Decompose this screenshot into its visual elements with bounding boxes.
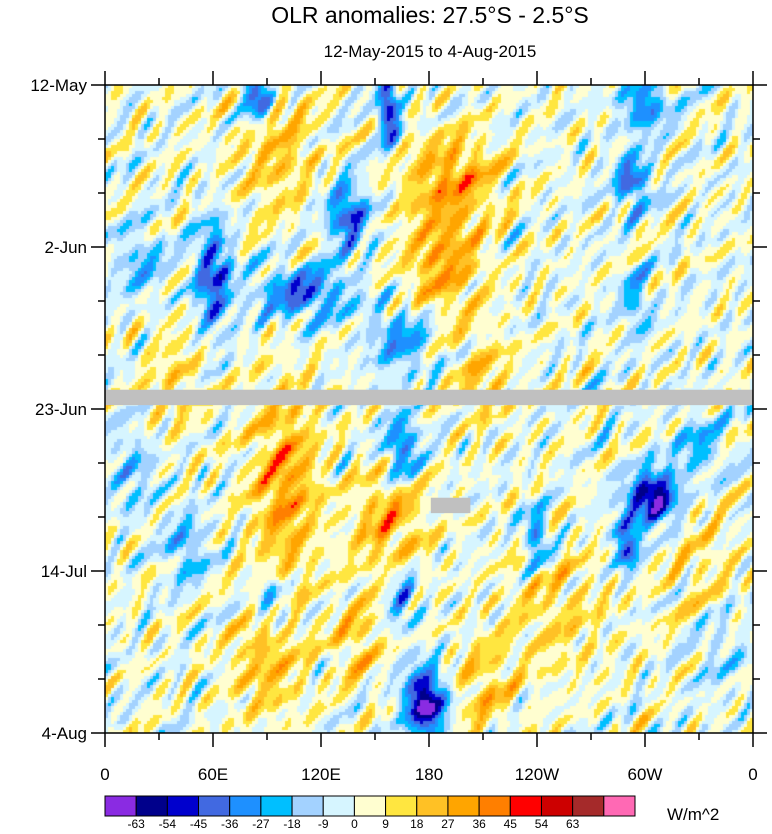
chart-subtitle: 12-May-2015 to 4-Aug-2015 <box>324 42 537 61</box>
colorbar-label: -54 <box>159 817 177 831</box>
colorbar-label: 18 <box>410 817 424 831</box>
colorbar-label: 63 <box>566 817 580 831</box>
colorbar-swatch <box>603 795 636 817</box>
colorbar-label: 45 <box>504 817 518 831</box>
colorbar-label: -63 <box>128 817 146 831</box>
missing-data-band <box>105 389 753 406</box>
y-axis: 12-May 2-Jun 23-Jun 14-Jul 4-Aug <box>30 76 767 743</box>
colorbar-swatch <box>198 795 231 817</box>
colorbar-swatch <box>104 795 137 817</box>
colorbar-swatch <box>509 795 542 817</box>
colorbar-units: W/m^2 <box>667 805 719 824</box>
y-tick-label: 4-Aug <box>42 724 87 743</box>
colorbar-label: 0 <box>351 817 358 831</box>
colorbar-swatch <box>260 795 293 817</box>
x-tick-label: 0 <box>748 765 757 784</box>
x-tick-label: 120W <box>515 765 559 784</box>
colorbar-swatch <box>416 795 449 817</box>
colorbar-label: -9 <box>318 817 329 831</box>
plot-area <box>104 84 754 734</box>
colorbar-label: -27 <box>252 817 270 831</box>
colorbar-swatch <box>385 795 418 817</box>
colorbar-swatch <box>166 795 200 817</box>
x-tick-label: 60W <box>628 765 663 784</box>
y-tick-label: 14-Jul <box>41 562 87 581</box>
colorbar-label: -18 <box>283 817 301 831</box>
missing-data-band <box>430 497 471 514</box>
colorbar-swatch <box>447 795 480 817</box>
x-tick-label: 120E <box>301 765 341 784</box>
y-tick-label: 2-Jun <box>44 238 87 257</box>
colorbar-swatch <box>353 795 387 817</box>
colorbar-label: 9 <box>382 817 389 831</box>
colorbar-swatch <box>291 795 324 817</box>
colorbar: -63 -54 -45 -36 -27 -18 -9 0 9 18 27 36 45 54 63 <box>104 795 636 831</box>
x-tick-label: 60E <box>198 765 228 784</box>
y-tick-label: 12-May <box>30 76 87 95</box>
colorbar-swatch <box>322 795 355 817</box>
missing-data-layer <box>105 389 753 514</box>
colorbar-swatch <box>135 795 168 817</box>
colorbar-swatch <box>572 795 605 817</box>
x-tick-label: 180 <box>415 765 443 784</box>
colorbar-label: 36 <box>472 817 486 831</box>
y-tick-label: 23-Jun <box>35 400 87 419</box>
chart-title: OLR anomalies: 27.5°S - 2.5°S <box>271 2 589 28</box>
colorbar-swatch <box>229 795 262 817</box>
colorbar-label: -45 <box>190 817 208 831</box>
colorbar-label: 27 <box>441 817 455 831</box>
colorbar-label: -36 <box>221 817 239 831</box>
colorbar-label: 54 <box>535 817 549 831</box>
x-tick-label: 0 <box>100 765 109 784</box>
colorbar-swatch <box>478 795 511 817</box>
anomaly-field <box>105 85 753 733</box>
colorbar-swatch <box>540 795 574 817</box>
x-axis: 0 60E 120E 180 120W 60W 0 <box>100 71 758 784</box>
